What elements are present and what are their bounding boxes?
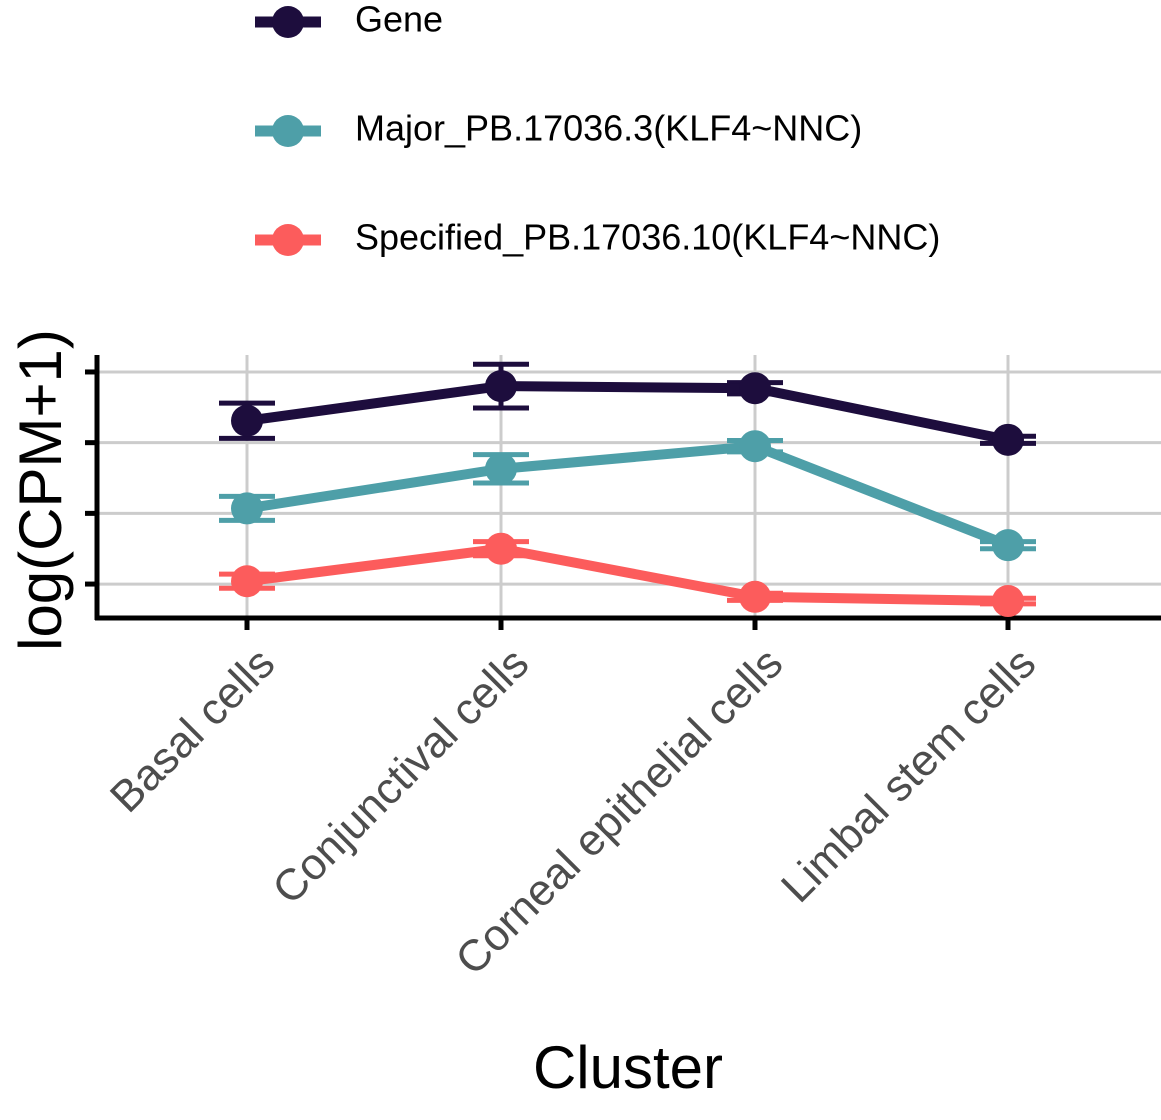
point [739, 372, 771, 405]
series-line [246, 543, 1009, 607]
point [485, 452, 517, 485]
series-line [246, 381, 1009, 445]
legend-marker [272, 115, 304, 147]
x-tick-label: Limbal stem cells [772, 639, 1045, 912]
point [739, 580, 771, 613]
point [231, 404, 263, 437]
point [992, 585, 1024, 618]
point [992, 423, 1024, 456]
x-tick-label: Basal cells [101, 639, 284, 822]
point [231, 492, 263, 525]
y-axis-title: log(CPM+1) [7, 329, 74, 651]
point [485, 370, 517, 403]
series-line [246, 441, 1010, 550]
legend-label: Specified_PB.17036.10(KLF4~NNC) [355, 217, 940, 258]
legend-marker [272, 6, 304, 38]
legend-label: Major_PB.17036.3(KLF4~NNC) [355, 108, 862, 149]
x-tick-label: Conjunctival cells [263, 639, 538, 914]
point [485, 532, 517, 565]
point [231, 565, 263, 598]
point [739, 430, 771, 463]
point [992, 529, 1024, 562]
x-axis-title: Cluster [533, 1034, 723, 1101]
legend-marker [272, 224, 304, 256]
legend-label: Gene [355, 0, 443, 40]
